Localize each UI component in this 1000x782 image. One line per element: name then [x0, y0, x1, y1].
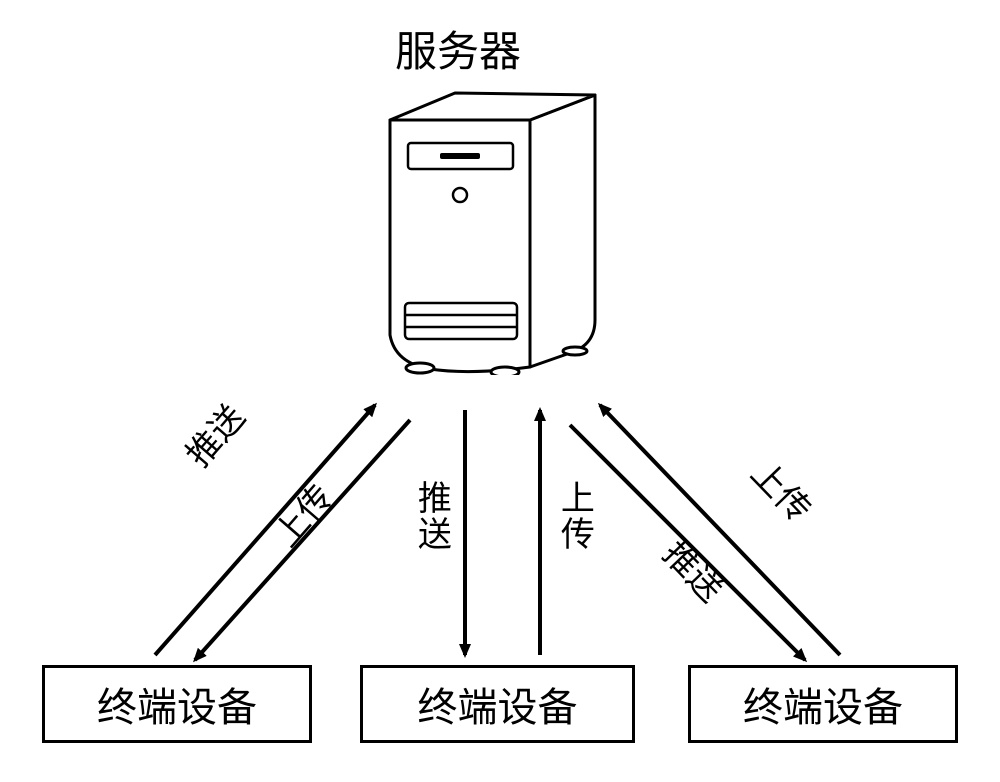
- label-push-mid: 推送: [412, 480, 449, 552]
- server-icon: [370, 85, 610, 375]
- label-upload-left: 上传: [268, 479, 341, 555]
- terminal-label: 终端设备: [418, 675, 578, 733]
- label-upload-mid: 上传: [555, 480, 592, 552]
- label-push-right: 推送: [655, 535, 729, 610]
- terminal-box-2: 终端设备: [688, 665, 958, 743]
- terminal-box-1: 终端设备: [360, 665, 635, 743]
- label-push-left: 推送: [180, 399, 253, 475]
- arrow-upload-right: [600, 405, 840, 655]
- terminal-label: 终端设备: [97, 675, 257, 733]
- server-title: 服务器: [395, 18, 521, 79]
- terminal-label: 终端设备: [743, 675, 903, 733]
- terminal-box-0: 终端设备: [42, 665, 312, 743]
- label-upload-right: 上传: [743, 455, 817, 530]
